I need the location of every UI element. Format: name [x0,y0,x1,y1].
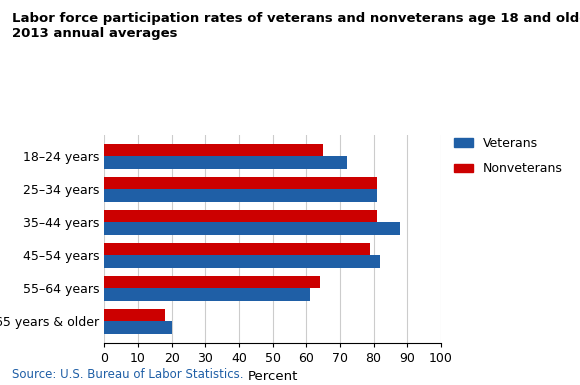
Text: Labor force participation rates of veterans and nonveterans age 18 and older, by: Labor force participation rates of veter… [12,12,580,40]
Bar [104,144,323,156]
Text: Source: U.S. Bureau of Labor Statistics.: Source: U.S. Bureau of Labor Statistics. [12,368,243,381]
Legend: Veterans, Nonveterans: Veterans, Nonveterans [454,137,563,175]
Bar [104,288,310,301]
Bar [104,156,347,169]
Bar [104,276,320,288]
Bar [104,177,377,189]
Bar [104,309,165,321]
Bar [104,321,172,334]
X-axis label: Percent: Percent [248,370,298,383]
Bar [104,210,377,222]
Bar [104,255,380,268]
Bar [104,189,377,202]
Bar [104,222,400,235]
Bar [104,243,370,255]
